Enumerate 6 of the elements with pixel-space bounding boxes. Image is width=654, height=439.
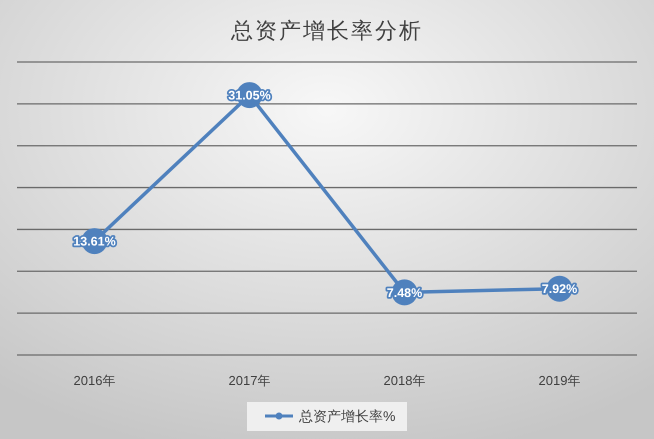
legend-label: 总资产增长率% <box>298 408 396 424</box>
x-tick-label: 2017年 <box>228 373 270 388</box>
x-tick-label: 2019年 <box>538 373 580 388</box>
chart-title: 总资产增长率分析 <box>230 18 423 43</box>
x-tick-label: 2016年 <box>74 373 116 388</box>
x-tick-label: 2018年 <box>384 373 426 388</box>
